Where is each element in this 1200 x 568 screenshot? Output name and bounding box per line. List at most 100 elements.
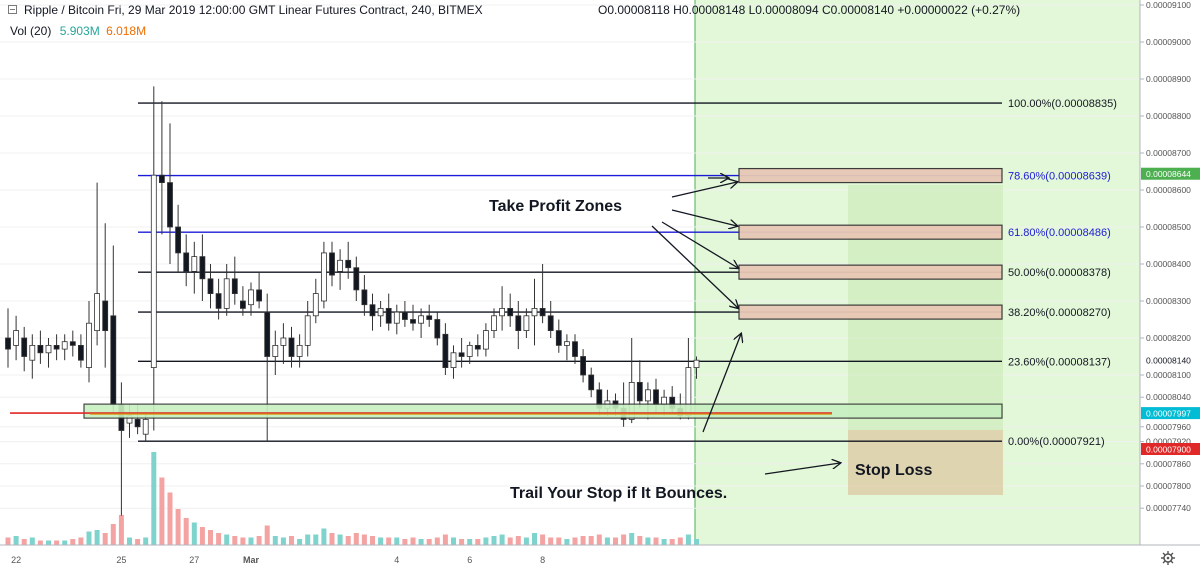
volume-bar (499, 534, 505, 545)
collapse-icon[interactable] (8, 5, 17, 14)
candle-body (21, 337, 28, 357)
annotation-arrow[interactable] (651, 225, 738, 308)
candle-body (361, 289, 368, 306)
volume-bar (361, 534, 367, 545)
annotation-arrow[interactable] (671, 209, 737, 226)
volume-bar (5, 537, 11, 545)
volume-bar (353, 533, 359, 545)
price-label-bg (1141, 167, 1200, 180)
time-tick-label: 4 (394, 555, 399, 565)
profit-zone-box[interactable] (738, 304, 1003, 320)
volume-bar (410, 537, 416, 545)
candle-body (296, 344, 303, 357)
fib-level-label: 61.80%(0.00008486) (1008, 227, 1111, 239)
candle-body (661, 396, 667, 406)
candle-body (442, 333, 449, 368)
fib-level-label: 78.60%(0.00008639) (1008, 171, 1111, 183)
candle-body (588, 374, 595, 391)
volume-bar (540, 534, 546, 545)
volume-bar (669, 539, 675, 545)
volume-bar (151, 452, 157, 545)
price-tick-label: 0.00008040 (1146, 392, 1191, 402)
volume-bar (475, 539, 481, 545)
candle-body (564, 341, 570, 346)
volume-bar (426, 539, 432, 545)
candle-body (491, 315, 497, 331)
price-tick-label: 0.00008400 (1146, 259, 1191, 269)
profit-zone-boxes[interactable] (10, 167, 1003, 419)
volume-bar (240, 537, 246, 545)
price-label-text: 0.00008644 (1146, 169, 1191, 179)
candle-body (239, 300, 246, 309)
volume-bar (532, 533, 537, 545)
candle-body (207, 278, 214, 294)
annotation-arrow[interactable] (764, 463, 840, 475)
volume-bar (661, 539, 667, 545)
volume-bar (386, 537, 392, 545)
volume-bar (208, 530, 213, 545)
volume-bar (248, 537, 254, 545)
volume-bar (175, 509, 181, 545)
volume-bar (280, 537, 286, 545)
volume-bar (588, 536, 594, 545)
annotation-arrow[interactable] (702, 334, 741, 433)
candle-body (369, 304, 376, 317)
volume-bar (507, 537, 513, 545)
annotation-texts[interactable]: Take Profit Zones Stop Loss Trail Your S… (489, 198, 932, 502)
profit-zone-box[interactable] (738, 264, 1003, 280)
volume-bar (434, 537, 440, 545)
trail-stop-label[interactable]: Trail Your Stop if It Bounces. (510, 485, 727, 502)
candle-body (94, 293, 100, 332)
price-tick-label: 0.00007860 (1146, 459, 1191, 469)
stop-loss-label[interactable]: Stop Loss (855, 462, 932, 479)
candle-body (572, 341, 578, 357)
time-axis[interactable]: 22 25 27 Mar 4 6 8 (0, 544, 1200, 565)
annotation-arrows[interactable] (651, 178, 840, 475)
candle-body (312, 293, 319, 317)
volume-bar (685, 534, 691, 545)
volume-bar (224, 534, 230, 545)
volume-bar (329, 533, 335, 545)
candle-body (628, 381, 635, 420)
time-tick-label: 27 (189, 555, 199, 565)
candle-body (410, 319, 416, 324)
profit-zone-box[interactable] (738, 224, 1003, 240)
volume-bar (183, 518, 189, 545)
candle-body (482, 330, 489, 350)
candle-body (499, 307, 506, 317)
volume-bar (135, 539, 141, 545)
volume-bar (515, 536, 521, 545)
price-tick-label: 0.00008700 (1146, 148, 1191, 158)
candle-body (69, 341, 76, 346)
candle-body (507, 307, 514, 317)
price-axis[interactable]: 0.00009100 0.00009000 0.00008900 0.00008800… (1139, 0, 1200, 568)
volume-bar (13, 536, 19, 545)
annotation-arrow[interactable] (671, 182, 737, 198)
candle-body (474, 344, 481, 350)
volume-bar (321, 528, 327, 545)
volume-bar (232, 536, 238, 545)
take-profit-label[interactable]: Take Profit Zones (489, 198, 622, 215)
settings-gear-icon[interactable] (1161, 551, 1175, 565)
volume-bar (677, 537, 683, 545)
candle-body (175, 226, 182, 254)
profit-zone-box[interactable] (738, 167, 1003, 184)
volume-bar (102, 533, 108, 545)
volume-bar (313, 534, 319, 545)
candle-body (531, 307, 538, 317)
candle-body (466, 344, 473, 357)
volume-bar (402, 539, 408, 545)
candle-body (385, 307, 392, 324)
price-tick-label: 0.00008900 (1146, 74, 1191, 84)
time-tick-label: 22 (11, 555, 21, 565)
volume-bar (394, 537, 400, 545)
volume-legend: Vol (20) 5.903M 6.018M (10, 24, 146, 38)
candle-body (337, 259, 344, 272)
candle-body (191, 256, 198, 272)
annotation-arrow[interactable] (661, 221, 738, 268)
volume-bar (564, 539, 570, 545)
price-label-bg (1141, 407, 1200, 420)
volume-bar (442, 534, 448, 545)
volume-bar (418, 539, 424, 545)
